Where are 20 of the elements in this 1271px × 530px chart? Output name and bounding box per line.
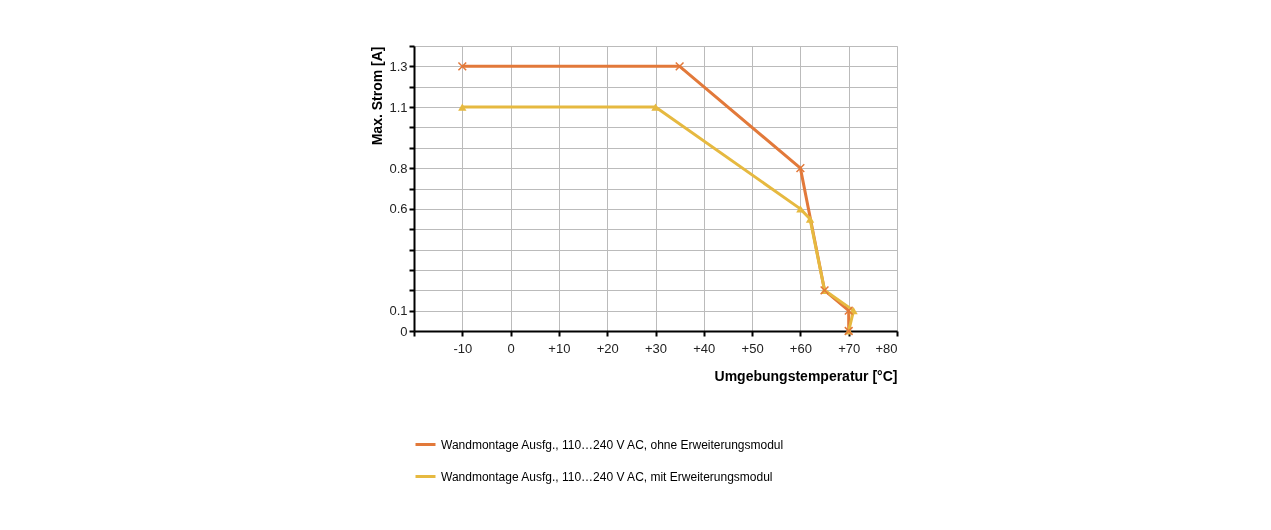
- y-tick-label: 1.3: [389, 58, 408, 74]
- legend-label: Wandmontage Ausfg., 110…240 V AC, ohne Erweiterungsmodul: [441, 437, 784, 452]
- y-tick-label: 1.1: [389, 99, 408, 115]
- x-tick-label: +20: [596, 340, 619, 356]
- x-tick-label: +60: [789, 340, 812, 356]
- y-tick-label: 0.6: [389, 201, 408, 217]
- x-tick-label: +70: [838, 340, 861, 356]
- x-tick-label: +50: [741, 340, 764, 356]
- x-tick-label: +80: [875, 340, 898, 356]
- x-tick-label: -10: [453, 340, 473, 356]
- x-tick-label: +10: [548, 340, 571, 356]
- x-tick-label: +30: [644, 340, 668, 356]
- y-axis-title: Max. Strom [A]: [369, 46, 386, 146]
- x-tick-label: 0: [507, 340, 515, 356]
- y-tick-label: 0.1: [389, 303, 408, 319]
- legend-label: Wandmontage Ausfg., 110…240 V AC, mit Erweiterungsmodul: [441, 469, 773, 484]
- y-tick-label: 0: [400, 323, 408, 339]
- x-tick-label: +40: [693, 340, 716, 356]
- y-tick-label: 0.8: [389, 160, 408, 176]
- x-axis-title: Umgebungstemperatur [°C]: [714, 367, 898, 384]
